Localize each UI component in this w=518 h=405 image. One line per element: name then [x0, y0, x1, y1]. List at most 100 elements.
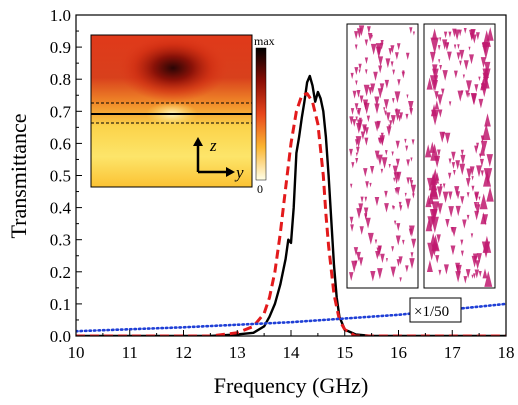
vector-arrow — [442, 183, 446, 189]
vector-arrow — [453, 170, 456, 176]
scale-annotation-label: ×1/50 — [414, 304, 449, 320]
vector-arrow — [370, 271, 376, 282]
vector-arrow — [393, 220, 397, 226]
vector-arrow — [429, 51, 436, 64]
vector-arrow — [460, 149, 464, 157]
vector-arrow — [435, 172, 440, 181]
colorbar-gradient — [255, 47, 267, 181]
vector-arrow — [484, 61, 491, 75]
vector-field-inset-right — [423, 23, 496, 289]
vector-arrow — [451, 162, 456, 170]
vector-arrow — [377, 154, 383, 166]
vector-arrow — [366, 115, 371, 123]
vector-arrow — [434, 155, 441, 168]
vector-arrow — [360, 131, 366, 140]
vector-arrow — [465, 90, 470, 98]
vector-arrow — [358, 63, 362, 71]
vector-arrow — [388, 48, 393, 56]
vector-arrow — [377, 56, 384, 67]
vector-arrow — [442, 70, 448, 81]
vector-arrow — [399, 112, 403, 120]
vector-arrow — [390, 61, 394, 68]
vector-arrow — [352, 119, 357, 127]
vector-arrow — [426, 177, 433, 190]
vector-arrow — [436, 234, 441, 244]
vector-arrow — [471, 255, 478, 268]
vector-arrow — [377, 88, 383, 99]
vector-arrow — [396, 223, 401, 232]
vector-arrow — [380, 132, 384, 139]
vector-arrow — [406, 177, 410, 185]
vector-arrow — [431, 201, 440, 217]
vector-arrow — [468, 46, 471, 51]
vector-arrow — [484, 113, 491, 127]
vector-arrow — [486, 186, 494, 202]
vector-arrow — [470, 233, 474, 239]
vector-arrow — [434, 100, 440, 110]
vector-arrow — [354, 44, 358, 50]
y-tick-label-5: 0.5 — [50, 167, 71, 186]
field-hot-spot — [118, 34, 228, 102]
x-tick-label-5: 15 — [336, 343, 353, 362]
vector-field-arrows-right — [424, 27, 494, 287]
vector-arrow — [363, 126, 367, 131]
vector-arrow — [404, 138, 407, 144]
vector-arrow — [474, 84, 479, 93]
vector-arrow — [484, 270, 493, 287]
vector-arrow — [392, 69, 396, 76]
vector-arrow — [478, 76, 481, 82]
vector-arrow — [388, 163, 391, 169]
vector-arrow — [384, 190, 388, 198]
colorbar-min-label: 0 — [257, 182, 263, 196]
vector-arrow — [374, 121, 380, 132]
vector-arrow — [453, 70, 458, 79]
vector-arrow — [355, 152, 358, 157]
vector-arrow — [480, 170, 484, 177]
vector-arrow — [377, 268, 383, 280]
vector-arrow — [391, 205, 394, 210]
vector-arrow — [457, 44, 460, 50]
vector-arrow — [350, 108, 355, 115]
vector-arrow — [390, 45, 395, 54]
vector-arrow — [482, 268, 488, 279]
vector-arrow — [406, 159, 410, 167]
vector-arrow — [436, 186, 443, 198]
vector-arrow — [380, 168, 384, 174]
vector-arrow — [374, 96, 380, 107]
vector-arrow — [465, 269, 471, 279]
vector-arrow — [426, 77, 433, 90]
vector-arrow — [411, 139, 415, 146]
vector-arrow — [394, 91, 401, 104]
vector-arrow — [476, 253, 482, 264]
vector-arrow — [459, 60, 462, 67]
vector-arrow — [460, 239, 464, 246]
vector-arrow — [364, 137, 369, 146]
vector-arrow — [357, 119, 363, 131]
x-tick-label-4: 14 — [283, 343, 301, 362]
vector-arrow — [406, 94, 409, 99]
vector-arrow — [448, 191, 453, 201]
vector-arrow — [378, 245, 382, 251]
vector-arrow — [356, 28, 362, 39]
vector-arrow — [360, 196, 364, 204]
vector-arrow — [447, 172, 452, 180]
vector-arrow — [375, 43, 382, 55]
vector-arrow — [385, 112, 391, 122]
field-map-frame — [90, 34, 253, 188]
vector-arrow — [391, 151, 394, 157]
vector-arrow — [363, 84, 370, 97]
vector-arrow — [437, 149, 441, 157]
y-arrow-head-icon — [226, 167, 235, 177]
vector-arrow — [462, 74, 465, 79]
vector-arrow — [479, 193, 488, 210]
vector-arrow — [356, 251, 361, 262]
vector-arrow — [480, 57, 487, 68]
vector-arrow — [463, 60, 469, 71]
vector-arrow — [395, 108, 398, 113]
vector-arrow — [459, 163, 466, 176]
vector-arrow — [412, 193, 415, 199]
vector-arrow — [355, 116, 358, 122]
vector-arrow — [370, 34, 373, 40]
vector-arrow — [404, 192, 407, 197]
vector-arrow — [373, 71, 378, 81]
